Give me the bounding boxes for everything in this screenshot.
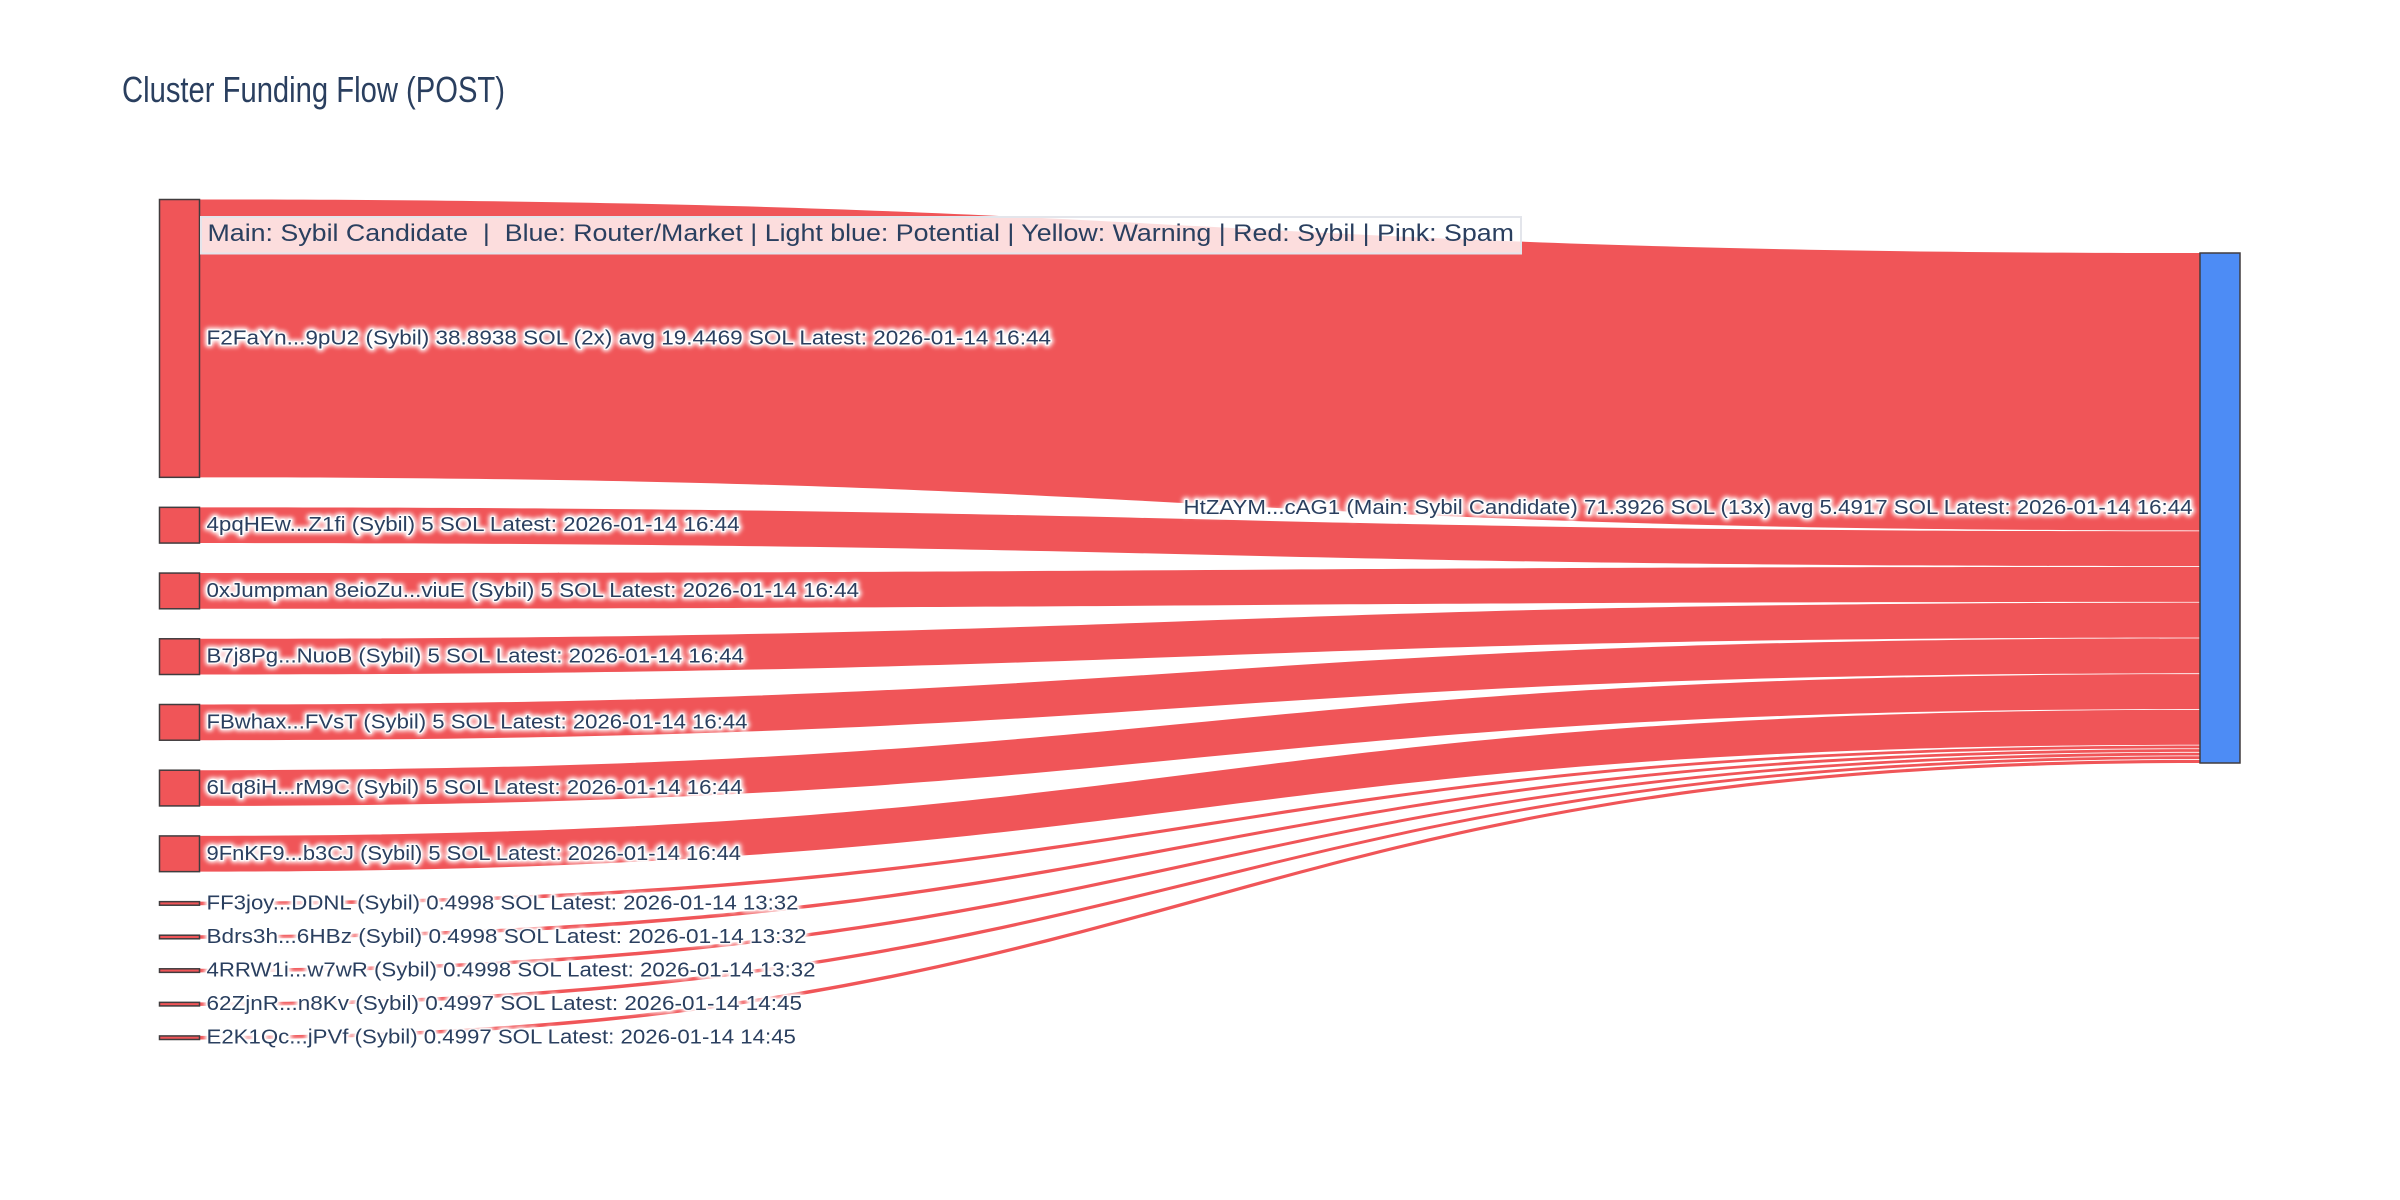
svg-text:62ZjnR...n8Kv (Sybil) 0.4997 S: 62ZjnR...n8Kv (Sybil) 0.4997 SOL Latest:… [207,993,803,1015]
svg-text:62ZjnR...n8Kv (Sybil) 0.4997 S: 62ZjnR...n8Kv (Sybil) 0.4997 SOL Latest:… [207,993,803,1015]
svg-text:FF3joy...DDNL (Sybil) 0.4998 S: FF3joy...DDNL (Sybil) 0.4998 SOL Latest:… [207,892,799,914]
svg-text:FBwhax...FVsT (Sybil) 5 SOL La: FBwhax...FVsT (Sybil) 5 SOL Latest: 2026… [207,711,748,733]
svg-text:6Lq8iH...rM9C (Sybil) 5 SOL La: 6Lq8iH...rM9C (Sybil) 5 SOL Latest: 2026… [207,777,743,799]
svg-text:9FnKF9...b3CJ (Sybil) 5 SOL La: 9FnKF9...b3CJ (Sybil) 5 SOL Latest: 2026… [207,843,742,865]
svg-text:0xJumpman 8eioZu...viuE (Sybil: 0xJumpman 8eioZu...viuE (Sybil) 5 SOL La… [207,580,860,602]
svg-text:4pqHEw...Z1fi (Sybil) 5 SOL La: 4pqHEw...Z1fi (Sybil) 5 SOL Latest: 2026… [207,514,740,536]
svg-text:9FnKF9...b3CJ (Sybil) 5 SOL La: 9FnKF9...b3CJ (Sybil) 5 SOL Latest: 2026… [207,843,742,865]
svg-text:4RRW1i...w7wR (Sybil) 0.4998 S: 4RRW1i...w7wR (Sybil) 0.4998 SOL Latest:… [207,960,816,982]
svg-text:0xJumpman 8eioZu...viuE (Sybil: 0xJumpman 8eioZu...viuE (Sybil) 5 SOL La… [207,580,860,602]
svg-text:4pqHEw...Z1fi (Sybil) 5 SOL La: 4pqHEw...Z1fi (Sybil) 5 SOL Latest: 2026… [207,514,740,536]
svg-text:FBwhax...FVsT (Sybil) 5 SOL La: FBwhax...FVsT (Sybil) 5 SOL Latest: 2026… [207,711,748,733]
svg-text:F2FaYn...9pU2 (Sybil) 38.8938: F2FaYn...9pU2 (Sybil) 38.8938 SOL (2x) a… [207,327,1052,349]
svg-text:4RRW1i...w7wR (Sybil) 0.4998 S: 4RRW1i...w7wR (Sybil) 0.4998 SOL Latest:… [207,960,816,982]
svg-text:E2K1Qc...jPVf (Sybil) 0.4997 S: E2K1Qc...jPVf (Sybil) 0.4997 SOL Latest:… [207,1027,796,1049]
svg-text:HtZAYM...cAG1 (Main: Sybil Can: HtZAYM...cAG1 (Main: Sybil Candidate) 71… [1184,497,2193,519]
svg-text:Bdrs3h...6HBz (Sybil) 0.4998 S: Bdrs3h...6HBz (Sybil) 0.4998 SOL Latest:… [207,926,807,948]
svg-text:F2FaYn...9pU2 (Sybil) 38.8938: F2FaYn...9pU2 (Sybil) 38.8938 SOL (2x) a… [207,327,1052,349]
svg-text:FF3joy...DDNL (Sybil) 0.4998 S: FF3joy...DDNL (Sybil) 0.4998 SOL Latest:… [207,892,799,914]
svg-text:9FnKF9...b3CJ (Sybil) 5 SOL La: 9FnKF9...b3CJ (Sybil) 5 SOL Latest: 2026… [207,843,742,865]
svg-text:B7j8Pg...NuoB (Sybil) 5 SOL La: B7j8Pg...NuoB (Sybil) 5 SOL Latest: 2026… [207,646,745,668]
svg-text:F2FaYn...9pU2 (Sybil) 38.8938: F2FaYn...9pU2 (Sybil) 38.8938 SOL (2x) a… [207,327,1052,349]
svg-text:6Lq8iH...rM9C (Sybil) 5 SOL La: 6Lq8iH...rM9C (Sybil) 5 SOL Latest: 2026… [207,777,743,799]
svg-text:B7j8Pg...NuoB (Sybil) 5 SOL La: B7j8Pg...NuoB (Sybil) 5 SOL Latest: 2026… [207,646,745,668]
svg-text:4pqHEw...Z1fi (Sybil) 5 SOL La: 4pqHEw...Z1fi (Sybil) 5 SOL Latest: 2026… [207,514,740,536]
svg-text:6Lq8iH...rM9C (Sybil) 5 SOL La: 6Lq8iH...rM9C (Sybil) 5 SOL Latest: 2026… [207,777,743,799]
svg-text:0xJumpman 8eioZu...viuE (Sybil: 0xJumpman 8eioZu...viuE (Sybil) 5 SOL La… [207,580,860,602]
svg-text:FBwhax...FVsT (Sybil) 5 SOL La: FBwhax...FVsT (Sybil) 5 SOL Latest: 2026… [207,711,748,733]
svg-text:FF3joy...DDNL (Sybil) 0.4998 S: FF3joy...DDNL (Sybil) 0.4998 SOL Latest:… [207,892,799,914]
svg-text:E2K1Qc...jPVf (Sybil) 0.4997 S: E2K1Qc...jPVf (Sybil) 0.4997 SOL Latest:… [207,1027,796,1049]
svg-text:HtZAYM...cAG1 (Main: Sybil Can: HtZAYM...cAG1 (Main: Sybil Candidate) 71… [1184,497,2193,519]
svg-text:E2K1Qc...jPVf (Sybil) 0.4997 S: E2K1Qc...jPVf (Sybil) 0.4997 SOL Latest:… [207,1027,796,1049]
svg-text:Bdrs3h...6HBz (Sybil) 0.4998 S: Bdrs3h...6HBz (Sybil) 0.4998 SOL Latest:… [207,926,807,948]
svg-text:4RRW1i...w7wR (Sybil) 0.4998 S: 4RRW1i...w7wR (Sybil) 0.4998 SOL Latest:… [207,960,816,982]
svg-text:Bdrs3h...6HBz (Sybil) 0.4998 S: Bdrs3h...6HBz (Sybil) 0.4998 SOL Latest:… [207,926,807,948]
svg-text:Main: Sybil Candidate | Blue: Main: Sybil Candidate | Blue: Router/Mar… [208,220,1515,247]
svg-text:Cluster Funding Flow (POST): Cluster Funding Flow (POST) [122,69,505,110]
svg-text:HtZAYM...cAG1 (Main: Sybil Can: HtZAYM...cAG1 (Main: Sybil Candidate) 71… [1184,497,2193,519]
svg-text:62ZjnR...n8Kv (Sybil) 0.4997 S: 62ZjnR...n8Kv (Sybil) 0.4997 SOL Latest:… [207,993,803,1015]
svg-text:B7j8Pg...NuoB (Sybil) 5 SOL La: B7j8Pg...NuoB (Sybil) 5 SOL Latest: 2026… [207,646,745,668]
